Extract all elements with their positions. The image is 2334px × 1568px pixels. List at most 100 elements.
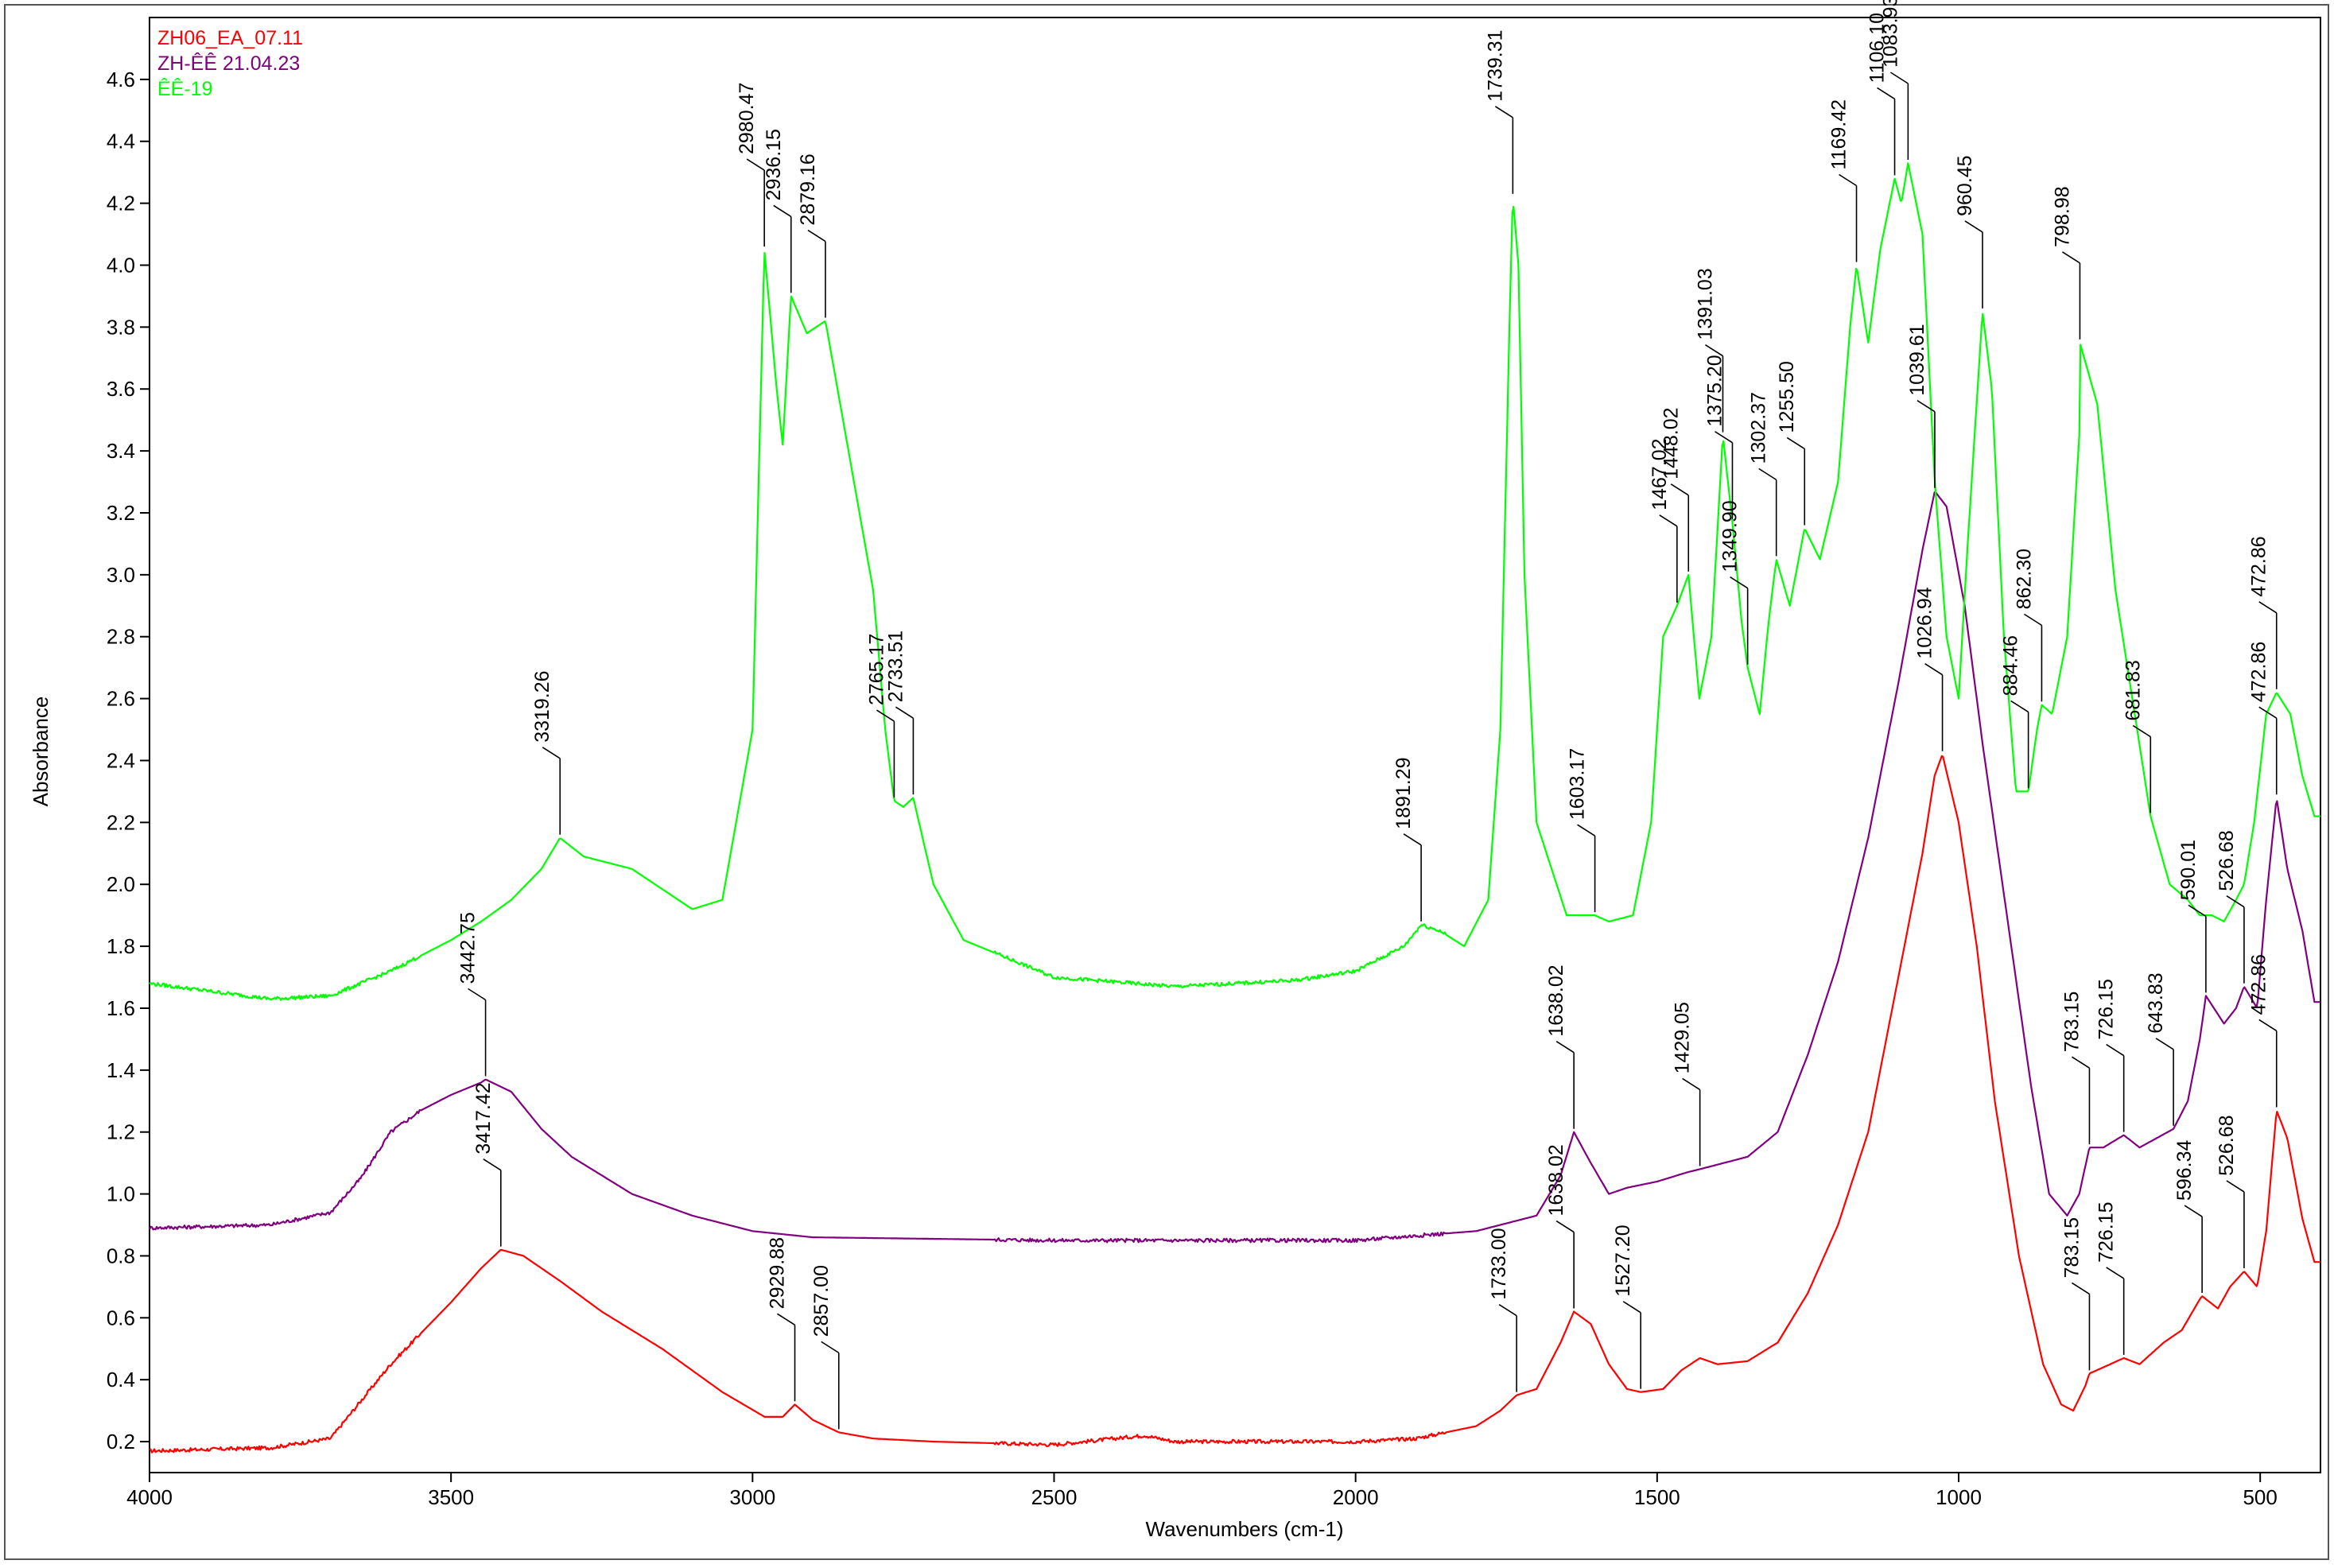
series-layer bbox=[148, 162, 2320, 1454]
y-tick-label: 2.8 bbox=[107, 625, 135, 649]
peak-label: 526.68 bbox=[2216, 1115, 2238, 1175]
peak-leader bbox=[468, 988, 487, 1001]
legend-entry: ÊÊ-19 bbox=[157, 77, 212, 100]
y-tick-label: 1.6 bbox=[107, 996, 135, 1020]
x-tick-label: 3500 bbox=[428, 1485, 474, 1509]
y-tick-label: 0.4 bbox=[107, 1368, 135, 1391]
peak-leader bbox=[1877, 87, 1895, 100]
y-axis-title: Absorbance bbox=[29, 697, 52, 807]
peak-leader bbox=[2023, 613, 2042, 627]
peak-label: 472.86 bbox=[2248, 536, 2270, 596]
peak-leader bbox=[1730, 576, 1749, 589]
peak-label: 1467.02 bbox=[1649, 438, 1671, 510]
series-line bbox=[149, 755, 2320, 1454]
peak-leader bbox=[1555, 1220, 1575, 1233]
peak-leader bbox=[2062, 251, 2080, 264]
peak-leader bbox=[876, 709, 895, 722]
peak-label: 3442.75 bbox=[457, 912, 480, 984]
y-tick-label: 4.0 bbox=[107, 253, 135, 277]
peak-label: 1349.90 bbox=[1719, 500, 1742, 572]
y-tick-label: 4.2 bbox=[107, 192, 135, 215]
y-tick-label: 3.6 bbox=[107, 377, 135, 401]
y-tick-label: 1.2 bbox=[107, 1120, 135, 1144]
peak-leader bbox=[2072, 1056, 2090, 1069]
peak-leader bbox=[1682, 1077, 1701, 1091]
peak-label: 2980.47 bbox=[736, 83, 758, 154]
y-tick-label: 2.4 bbox=[107, 748, 135, 772]
plot-frame bbox=[149, 17, 2321, 1473]
peak-label: 1638.02 bbox=[1545, 1144, 1567, 1216]
peak-label: 526.68 bbox=[2216, 830, 2238, 891]
peak-leader bbox=[821, 1341, 840, 1354]
peak-leader bbox=[1705, 343, 1723, 357]
y-tick-label: 1.8 bbox=[107, 934, 135, 958]
peak-label: 862.30 bbox=[2013, 549, 2035, 609]
peak-leader bbox=[2258, 1019, 2278, 1032]
peak-leader bbox=[1403, 833, 1422, 846]
peak-label: 1106.10 bbox=[1866, 13, 1889, 83]
peak-leader bbox=[1889, 72, 1909, 84]
peak-label: 1527.20 bbox=[1612, 1225, 1634, 1296]
peak-label: 681.83 bbox=[2122, 660, 2144, 720]
peak-label: 884.46 bbox=[2000, 635, 2022, 696]
y-tick-label: 3.4 bbox=[107, 439, 135, 463]
y-tick-label: 2.2 bbox=[107, 810, 135, 834]
legend-entry: ZH06_EA_07.11 bbox=[157, 27, 303, 49]
peak-leader bbox=[2226, 1180, 2245, 1193]
peak-leader bbox=[1917, 400, 1936, 413]
y-tick-label: 2.6 bbox=[107, 687, 135, 711]
peak-leader bbox=[483, 1158, 502, 1171]
x-axis-title: Wavenumbers (cm-1) bbox=[1146, 1517, 1344, 1541]
peak-label: 1638.02 bbox=[1545, 964, 1567, 1036]
peak-leader bbox=[1555, 1041, 1575, 1054]
peak-leader bbox=[2155, 1038, 2174, 1050]
peak-label: 472.86 bbox=[2248, 954, 2270, 1015]
x-tick-label: 2000 bbox=[1333, 1485, 1379, 1509]
peak-leader bbox=[2258, 706, 2278, 719]
y-tick-label: 0.6 bbox=[107, 1306, 135, 1329]
peak-label: 2929.88 bbox=[767, 1237, 789, 1309]
plot-area bbox=[149, 17, 2321, 1473]
peak-label: 726.15 bbox=[2095, 979, 2118, 1039]
peak-label: 1429.05 bbox=[1672, 1002, 1694, 1073]
y-tick-label: 0.2 bbox=[107, 1430, 135, 1454]
legend-entry: ZH-ÊÊ 21.04.23 bbox=[157, 52, 300, 75]
peak-leader bbox=[2188, 904, 2207, 918]
axes: 4000 3500 3000 2500 2000 1500 1000 500 0.2 0.4 0.6… bbox=[107, 68, 2278, 1509]
peak-leader bbox=[1964, 220, 1983, 233]
peak-label: 596.34 bbox=[2173, 1140, 2196, 1201]
peak-label: 783.15 bbox=[2060, 992, 2083, 1052]
y-tick-label: 4.4 bbox=[107, 130, 135, 153]
y-tick-label: 3.0 bbox=[107, 563, 135, 587]
peak-leader bbox=[1786, 437, 1805, 450]
x-tick-label: 1000 bbox=[1936, 1485, 1982, 1509]
peak-leader bbox=[773, 204, 792, 218]
x-tick-label: 2500 bbox=[1031, 1485, 1078, 1509]
peak-leader bbox=[777, 1313, 795, 1326]
peak-label: 1169.42 bbox=[1828, 99, 1851, 170]
y-tick-label: 1.0 bbox=[107, 1182, 135, 1206]
peak-leader bbox=[2072, 1282, 2090, 1295]
peak-label: 1739.31 bbox=[1484, 29, 1506, 101]
peak-label: 960.45 bbox=[1954, 155, 1976, 215]
peak-label: 1603.17 bbox=[1567, 748, 1589, 820]
x-tick-label: 3000 bbox=[729, 1485, 775, 1509]
y-tick-label: 4.6 bbox=[107, 68, 135, 91]
peak-leader bbox=[1577, 824, 1596, 836]
y-tick-label: 1.4 bbox=[107, 1058, 135, 1082]
y-tick-label: 3.2 bbox=[107, 501, 135, 525]
peak-label: 3417.42 bbox=[472, 1082, 495, 1154]
peak-label: 1083.93 bbox=[1879, 0, 1901, 68]
x-tick-label: 4000 bbox=[126, 1485, 173, 1509]
peak-label: 726.15 bbox=[2095, 1201, 2118, 1262]
peak-label: 1026.94 bbox=[1914, 587, 1936, 658]
peak-leader bbox=[2132, 724, 2151, 738]
peak-label: 2879.16 bbox=[797, 153, 819, 225]
peak-label: 2936.15 bbox=[763, 129, 785, 200]
peak-leader bbox=[2184, 1205, 2203, 1217]
peak-label: 1891.29 bbox=[1392, 757, 1415, 829]
peak-label: 2733.51 bbox=[884, 631, 907, 702]
series-line bbox=[149, 162, 2320, 1001]
